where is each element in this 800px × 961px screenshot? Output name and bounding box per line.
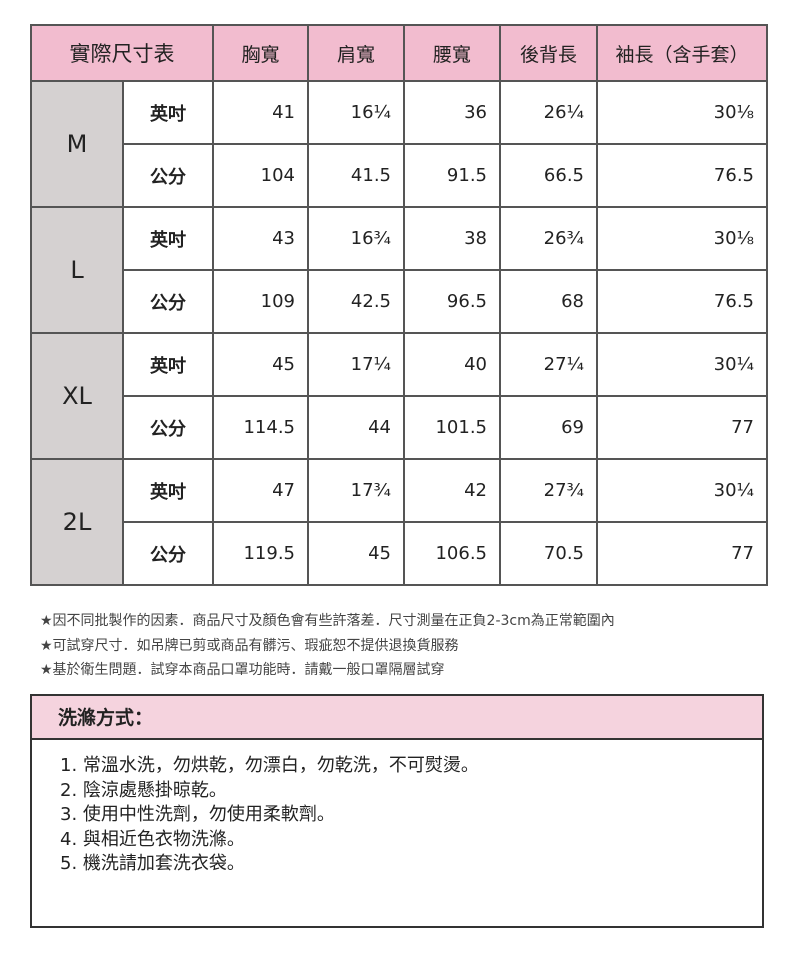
measurement-cell: 109: [212, 269, 309, 334]
table-row: M 英吋 41 16¼ 36 26¼ 30⅛: [30, 80, 768, 208]
unit-label: 公分: [122, 521, 214, 586]
unit-label: 公分: [122, 269, 214, 334]
note: ★基於衛生問題．試穿本商品口罩功能時．請戴一般口罩隔層試穿: [40, 662, 445, 678]
measurement-cell: 119.5: [212, 521, 309, 586]
measurement-cell: 45: [307, 521, 405, 586]
washing-item: 2. 陰涼處懸掛晾乾。: [60, 779, 227, 801]
unit-label: 公分: [122, 143, 214, 208]
col-header: 腰寬: [403, 24, 501, 82]
unit-label: 英吋: [122, 80, 214, 145]
measurement-cell: 42.5: [307, 269, 405, 334]
unit-label: 英吋: [122, 458, 214, 523]
table-row: 2L 英吋 47 17¾ 42 27¾ 30¼: [30, 458, 768, 586]
size-label: 2L: [30, 458, 124, 586]
measurement-cell: 104: [212, 143, 309, 208]
measurement-cell: 91.5: [403, 143, 501, 208]
measurement-cell: 45: [212, 332, 309, 397]
table-row: 公分 104 41.5 91.5 66.5 76.5: [31, 143, 768, 208]
measurement-cell: 69: [499, 395, 598, 460]
measurement-cell: 76.5: [596, 143, 768, 208]
washing-item: 4. 與相近色衣物洗滌。: [60, 828, 245, 850]
measurement-cell: 30¼: [596, 332, 768, 397]
col-header: 胸寬: [212, 24, 309, 82]
header-row: 實際尺寸表 胸寬 肩寬 腰寬 後背長 袖長（含手套）: [30, 24, 768, 82]
measurement-cell: 27¼: [499, 332, 598, 397]
measurement-cell: 30⅛: [596, 206, 768, 271]
washing-box: 洗滌方式： 1. 常溫水洗，勿烘乾，勿漂白，勿乾洗，不可熨燙。 2. 陰涼處懸掛…: [30, 694, 764, 928]
measurement-cell: 101.5: [403, 395, 501, 460]
unit-label: 英吋: [122, 332, 214, 397]
measurement-cell: 27¾: [499, 458, 598, 523]
table-row: L 英吋 43 16¾ 38 26¾ 30⅛: [30, 206, 768, 334]
measurement-cell: 41: [212, 80, 309, 145]
table-row: 公分 114.5 44 101.5 69 77: [31, 395, 768, 460]
washing-item: 3. 使用中性洗劑，勿使用柔軟劑。: [60, 804, 335, 825]
col-header: 袖長（含手套）: [596, 24, 768, 82]
measurement-cell: 40: [403, 332, 501, 397]
measurement-cell: 17¾: [307, 458, 405, 523]
note: ★可試穿尺寸．如吊牌已剪或商品有髒污、瑕疵恕不提供退換貨服務: [40, 637, 459, 654]
measurement-cell: 30⅛: [596, 80, 768, 145]
measurement-cell: 42: [403, 458, 501, 523]
measurement-cell: 44: [307, 395, 405, 460]
note: ★因不同批製作的因素．商品尺寸及顏色會有些許落差．尺寸測量在正負2-3cm為正常…: [40, 613, 615, 629]
measurement-cell: 43: [212, 206, 309, 271]
measurement-cell: 16¾: [307, 206, 405, 271]
table-row: 公分 109 42.5 96.5 68 76.5: [31, 269, 768, 334]
measurement-cell: 17¼: [307, 332, 405, 397]
measurement-cell: 41.5: [307, 143, 405, 208]
col-header: 後背長: [499, 24, 598, 82]
notes: ★因不同批製作的因素．商品尺寸及顏色會有些許落差．尺寸測量在正負2-3cm為正常…: [40, 609, 615, 683]
washing-item: 1. 常溫水洗，勿烘乾，勿漂白，勿乾洗，不可熨燙。: [60, 755, 479, 776]
washing-item: 5. 機洗請加套洗衣袋。: [60, 853, 245, 874]
table-row: XL 英吋 45 17¼ 40 27¼ 30¼: [30, 332, 768, 460]
col-header: 肩寬: [307, 24, 405, 82]
measurement-cell: 96.5: [403, 269, 501, 334]
size-label: L: [30, 206, 124, 334]
unit-label: 公分: [122, 395, 214, 460]
measurement-cell: 77: [596, 395, 768, 460]
unit-label: 英吋: [122, 206, 214, 271]
measurement-cell: 26¼: [499, 80, 598, 145]
measurement-cell: 106.5: [403, 521, 501, 586]
measurement-cell: 16¼: [307, 80, 405, 145]
measurement-cell: 26¾: [499, 206, 598, 271]
size-chart-table: 實際尺寸表 胸寬 肩寬 腰寬 後背長 袖長（含手套） M 英吋 41 16¼ 36 26¼…: [30, 24, 768, 586]
size-label: XL: [30, 332, 124, 460]
table-title: 實際尺寸表: [30, 24, 214, 82]
measurement-cell: 70.5: [499, 521, 598, 586]
measurement-cell: 114.5: [212, 395, 309, 460]
measurement-cell: 38: [403, 206, 501, 271]
measurement-cell: 76.5: [596, 269, 768, 334]
measurement-cell: 68: [499, 269, 598, 334]
measurement-cell: 36: [403, 80, 501, 145]
washing-list: 1. 常溫水洗，勿烘乾，勿漂白，勿乾洗，不可熨燙。 2. 陰涼處懸掛晾乾。 3.…: [60, 754, 762, 877]
measurement-cell: 47: [212, 458, 309, 523]
measurement-cell: 77: [596, 521, 768, 586]
table-row: 公分 119.5 45 106.5 70.5 77: [31, 521, 768, 586]
washing-title: 洗滌方式：: [32, 696, 762, 740]
measurement-cell: 66.5: [499, 143, 598, 208]
size-label: M: [30, 80, 124, 208]
measurement-cell: 30¼: [596, 458, 768, 523]
